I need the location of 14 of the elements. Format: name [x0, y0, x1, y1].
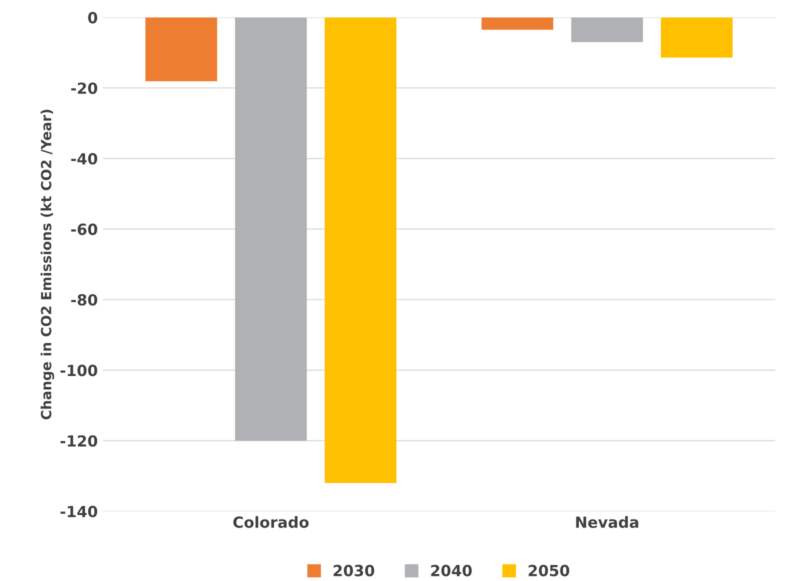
x-tick-label: Nevada	[576, 516, 638, 528]
y-tick-label: -100	[60, 364, 98, 376]
y-tick-label: -20	[71, 82, 98, 94]
y-tick-label: 0	[88, 12, 98, 24]
legend-label: 2040	[431, 564, 472, 576]
x-tick-label: Colorado	[233, 516, 309, 528]
legend-label: 2050	[528, 564, 570, 576]
y-tick-label: -80	[71, 294, 98, 306]
y-tick-label: -40	[71, 152, 98, 165]
y-axis-title: Change in CO2 Emissions (kt CO2 /Year)	[40, 110, 54, 420]
legend-label: 2030	[334, 564, 374, 576]
y-tick-label: -140	[60, 506, 98, 518]
y-tick-label: -60	[71, 224, 98, 236]
y-tick-label: -120	[60, 435, 98, 447]
